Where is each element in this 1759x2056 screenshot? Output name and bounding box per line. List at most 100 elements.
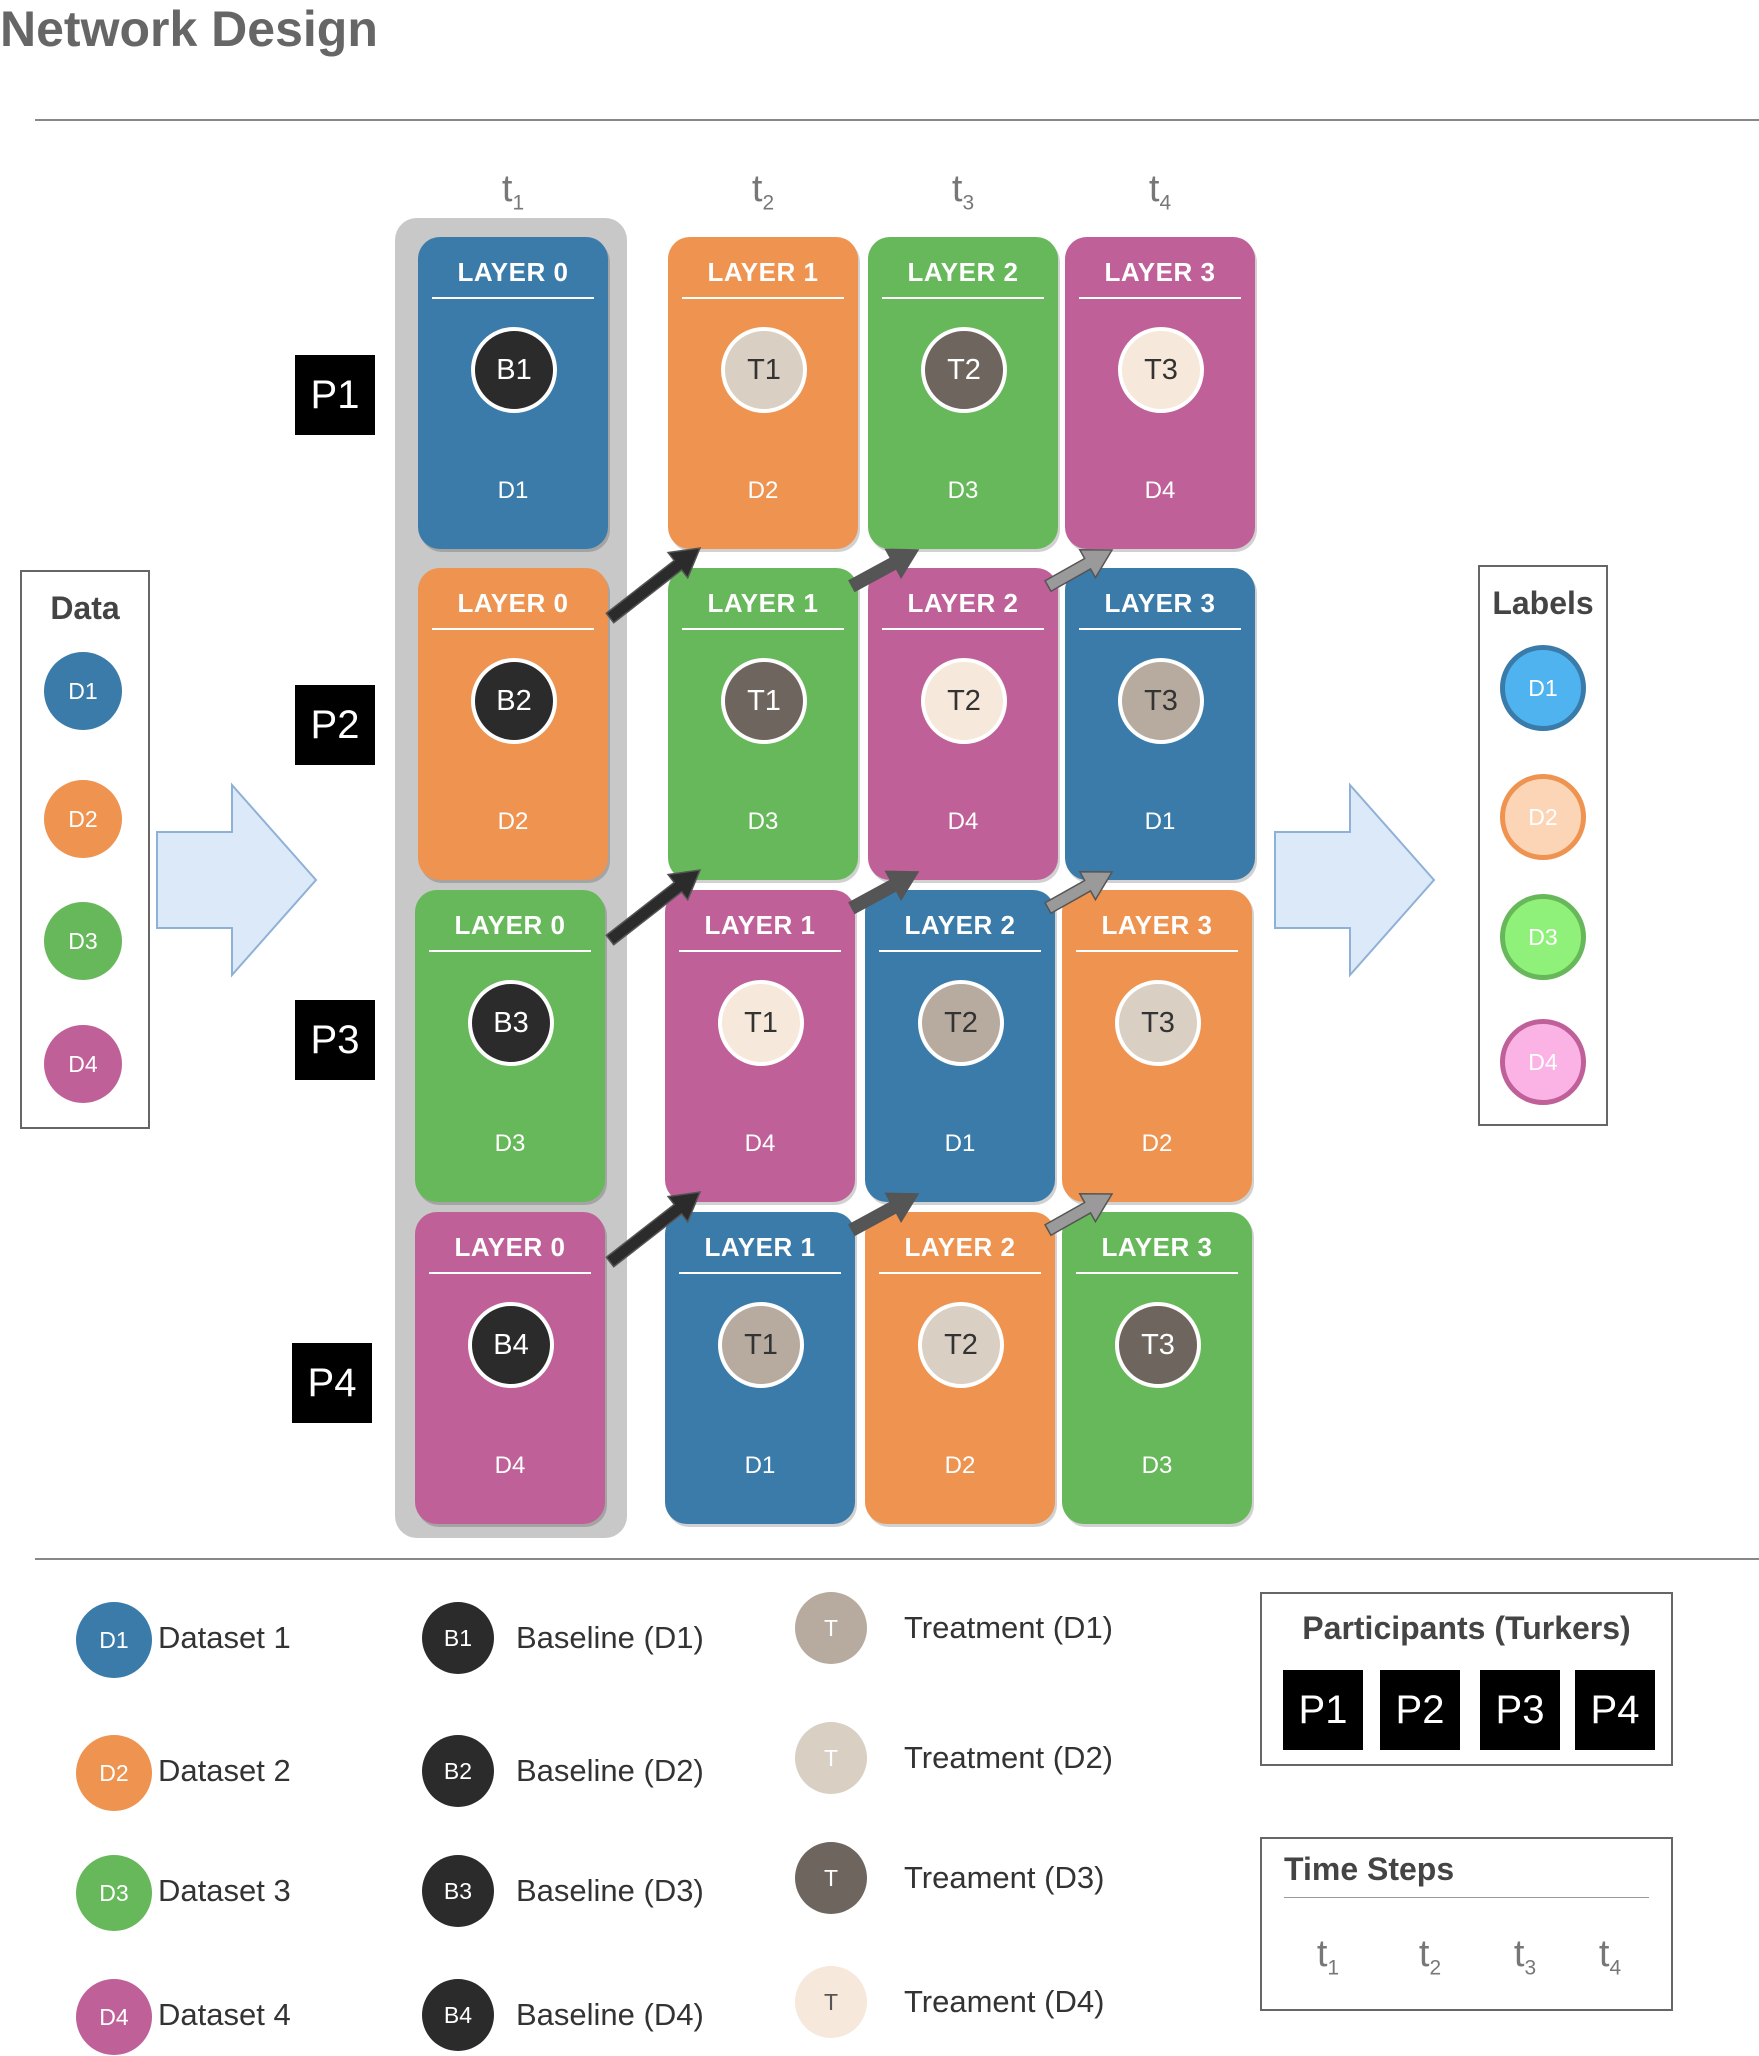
card-p3-t2: LAYER 1 T1 D4 xyxy=(665,890,855,1202)
card-p3-t4: LAYER 3 T3 D2 xyxy=(1062,890,1252,1202)
card-layer-title: LAYER 1 xyxy=(707,257,819,287)
card-p4-t1: LAYER 0 B4 D4 xyxy=(415,1212,605,1524)
card-layer-title: LAYER 1 xyxy=(707,588,819,618)
timestep-4: t4 xyxy=(1598,1933,1622,1980)
card-node: T2 xyxy=(921,658,1007,744)
legend-dataset-label: Dataset 1 xyxy=(158,1620,291,1655)
card-p4-t4: LAYER 3 T3 D3 xyxy=(1062,1212,1252,1524)
card-node: T3 xyxy=(1115,980,1201,1066)
legend-treatment-1-icon: T xyxy=(795,1592,867,1664)
label-item-d4: D4 xyxy=(1500,1019,1586,1105)
card-divider xyxy=(682,297,844,299)
timesteps-box: Time Steps xyxy=(1260,1837,1673,2011)
card-p1-t1: LAYER 0 B1 D1 xyxy=(418,237,608,549)
card-layer-title: LAYER 0 xyxy=(454,910,566,940)
data-item-d2: D2 xyxy=(44,780,122,858)
card-p1-t2: LAYER 1 T1 D2 xyxy=(668,237,858,549)
card-divider xyxy=(1079,297,1241,299)
participants-box-p1: P1 xyxy=(1283,1670,1363,1750)
card-node: T1 xyxy=(718,980,804,1066)
data-box-title: Data xyxy=(50,590,120,626)
card-dataset: D4 xyxy=(744,1130,776,1157)
card-node: B4 xyxy=(468,1302,554,1388)
card-layer-title: LAYER 2 xyxy=(904,1232,1016,1262)
card-node: T2 xyxy=(921,327,1007,413)
card-dataset: D1 xyxy=(744,1452,776,1479)
card-dataset: D1 xyxy=(497,477,529,504)
label-item-d2: D2 xyxy=(1500,774,1586,860)
card-layer-title: LAYER 1 xyxy=(704,1232,816,1262)
card-dataset: D3 xyxy=(1141,1452,1173,1479)
data-item-d3: D3 xyxy=(44,902,122,980)
card-divider xyxy=(882,628,1044,630)
card-layer-title: LAYER 2 xyxy=(904,910,1016,940)
card-dataset: D4 xyxy=(494,1452,526,1479)
participant-label-p4: P4 xyxy=(292,1343,372,1423)
card-p3-t3: LAYER 2 T2 D1 xyxy=(865,890,1055,1202)
card-layer-title: LAYER 0 xyxy=(457,257,569,287)
card-dataset: D3 xyxy=(747,808,779,835)
participants-box-title: Participants (Turkers) xyxy=(1302,1610,1631,1646)
legend-treatment-2-icon: T xyxy=(795,1722,867,1794)
card-p2-t3: LAYER 2 T2 D4 xyxy=(868,568,1058,880)
bottom-divider xyxy=(35,1558,1759,1560)
time-label-4: t4 xyxy=(1148,168,1172,215)
card-node: B2 xyxy=(471,658,557,744)
card-divider xyxy=(882,297,1044,299)
card-divider xyxy=(1076,1272,1238,1274)
card-divider xyxy=(679,1272,841,1274)
card-dataset: D3 xyxy=(947,477,979,504)
card-node: T1 xyxy=(721,327,807,413)
page-title: Network Design xyxy=(0,1,378,57)
data-item-d1: D1 xyxy=(44,652,122,730)
legend-treatment-label: Treatment (D2) xyxy=(904,1740,1114,1775)
legend-treatment-3-icon: T xyxy=(795,1842,867,1914)
legend-baseline-label: Baseline (D4) xyxy=(516,1997,704,2032)
legend-baseline-b4-icon: B4 xyxy=(422,1979,494,2051)
card-dataset: D1 xyxy=(944,1130,976,1157)
card-p3-t1: LAYER 0 B3 D3 xyxy=(415,890,605,1202)
card-dataset: D4 xyxy=(947,808,979,835)
legend-baseline-b1-icon: B1 xyxy=(422,1602,494,1674)
card-layer-title: LAYER 2 xyxy=(907,588,1019,618)
legend-treatment-label: Treament (D4) xyxy=(904,1984,1105,2019)
input-arrow xyxy=(156,782,318,978)
card-layer-title: LAYER 1 xyxy=(704,910,816,940)
timesteps-box-title: Time Steps xyxy=(1284,1851,1455,1887)
card-divider xyxy=(1076,950,1238,952)
card-divider xyxy=(429,950,591,952)
legend-dataset-d1-icon: D1 xyxy=(76,1602,152,1678)
card-node: T3 xyxy=(1115,1302,1201,1388)
card-node: T2 xyxy=(918,980,1004,1066)
time-label-1: t1 xyxy=(501,168,525,215)
card-node: B3 xyxy=(468,980,554,1066)
card-layer-title: LAYER 3 xyxy=(1104,588,1216,618)
legend-treatment-label: Treatment (D1) xyxy=(904,1610,1114,1645)
participants-box-p2: P2 xyxy=(1380,1670,1460,1750)
time-label-2: t2 xyxy=(751,168,775,215)
card-dataset: D2 xyxy=(1141,1130,1173,1157)
card-layer-title: LAYER 3 xyxy=(1101,1232,1213,1262)
card-layer-title: LAYER 0 xyxy=(457,588,569,618)
participant-label-p3: P3 xyxy=(295,1000,375,1080)
label-item-d3: D3 xyxy=(1500,894,1586,980)
card-p1-t4: LAYER 3 T3 D4 xyxy=(1065,237,1255,549)
card-p2-t2: LAYER 1 T1 D3 xyxy=(668,568,858,880)
card-divider xyxy=(682,628,844,630)
card-layer-title: LAYER 0 xyxy=(454,1232,566,1262)
card-divider xyxy=(879,1272,1041,1274)
timestep-1: t1 xyxy=(1316,1933,1340,1980)
time-label-3: t3 xyxy=(951,168,975,215)
card-divider xyxy=(879,950,1041,952)
card-node: T3 xyxy=(1118,327,1204,413)
card-node: T2 xyxy=(918,1302,1004,1388)
legend-baseline-b2-icon: B2 xyxy=(422,1735,494,1807)
card-divider xyxy=(679,950,841,952)
output-arrow xyxy=(1274,782,1436,978)
card-dataset: D2 xyxy=(497,808,529,835)
card-layer-title: LAYER 2 xyxy=(907,257,1019,287)
card-p2-t4: LAYER 3 T3 D1 xyxy=(1065,568,1255,880)
legend-baseline-label: Baseline (D2) xyxy=(516,1753,704,1788)
legend-dataset-d2-icon: D2 xyxy=(76,1735,152,1811)
labels-box-title: Labels xyxy=(1492,585,1594,621)
